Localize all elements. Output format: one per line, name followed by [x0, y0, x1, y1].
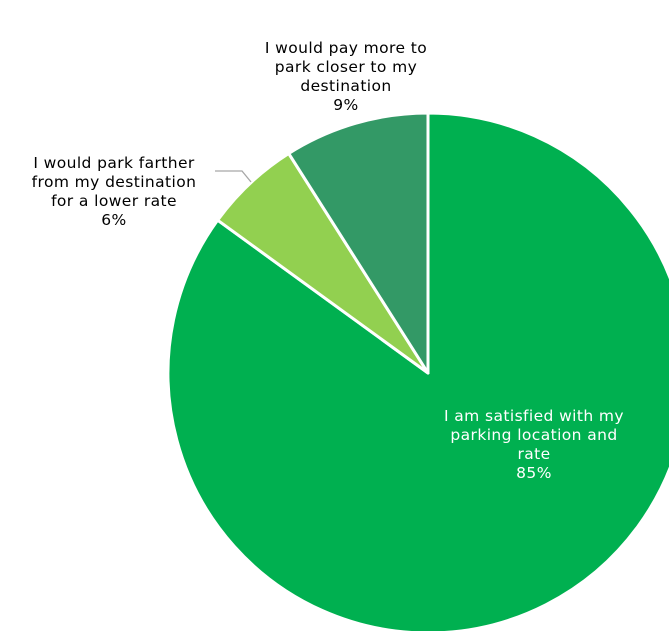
category-label-line: parking location and — [450, 426, 617, 444]
category-label-line: for a lower rate — [51, 192, 177, 210]
category-label-line: I am satisfied with my — [444, 407, 624, 425]
percent-label-satisfied: 85% — [516, 464, 552, 482]
leader-line-park-farther — [215, 170, 252, 183]
pie-slice-pay-more — [287, 111, 430, 375]
labels-layer: I am satisfied with my parking location a… — [32, 39, 624, 482]
percent-label-pay-more: 9% — [333, 96, 358, 114]
category-label-line: I would park farther — [33, 154, 195, 172]
category-label-line: park closer to my — [275, 58, 417, 76]
data-label-park-farther: I would park farther from my destination f… — [32, 154, 197, 229]
pie-slice-satisfied — [166, 111, 669, 631]
category-label-line: rate — [517, 445, 550, 463]
category-label-line: I would pay more to — [265, 39, 427, 57]
data-label-pay-more: I would pay more to park closer to my dest… — [265, 39, 427, 114]
slices-layer — [166, 111, 669, 631]
category-label-line: from my destination — [32, 173, 197, 191]
leader-lines-layer — [215, 170, 252, 183]
data-label-satisfied: I am satisfied with my parking location a… — [444, 407, 624, 482]
percent-label-park-farther: 6% — [101, 211, 126, 229]
category-label-line: destination — [300, 77, 391, 95]
